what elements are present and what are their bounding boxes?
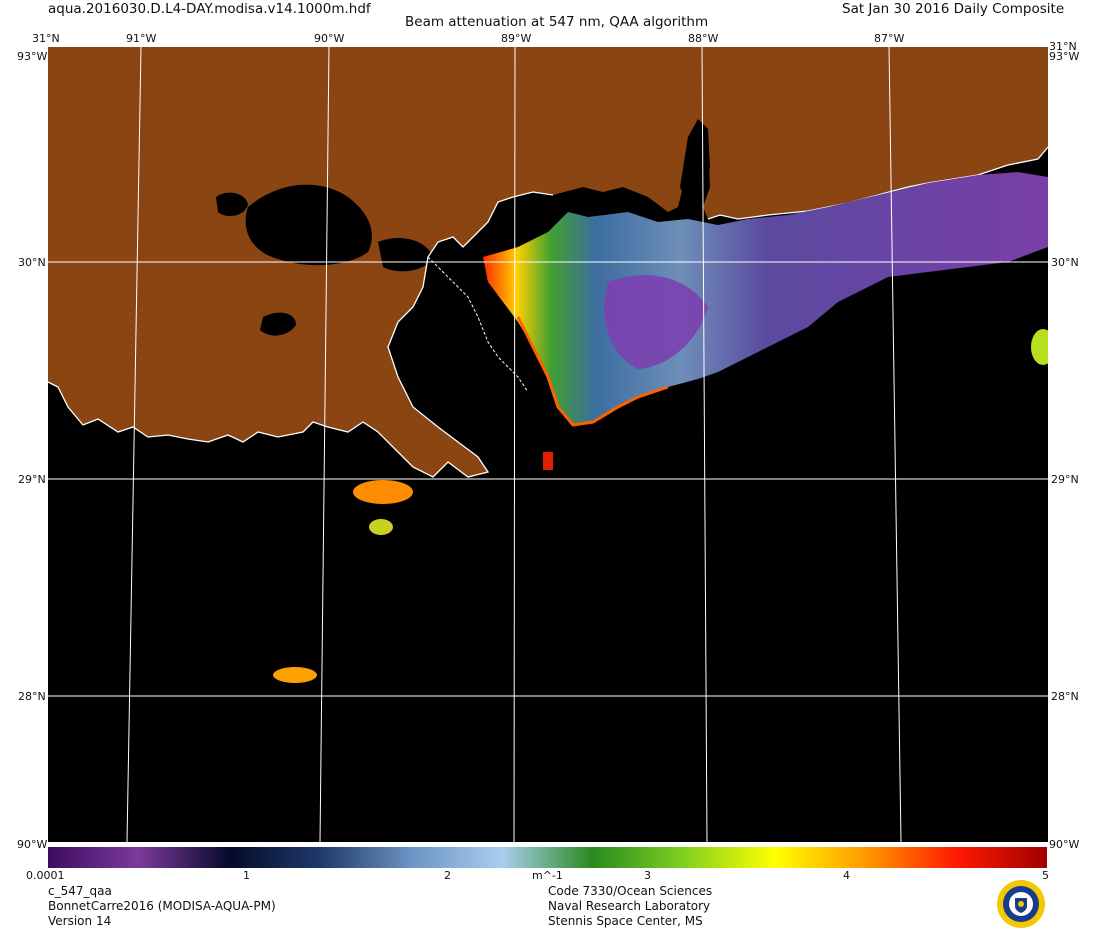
scale-tick-min: 0.0001: [26, 869, 65, 882]
bloom-patch-2: [369, 519, 393, 535]
lon-label-88w: 88°W: [688, 32, 719, 45]
file-name: aqua.2016030.D.L4-DAY.modisa.v14.1000m.h…: [48, 1, 371, 17]
lon-label-bottom-left: 90°W: [17, 838, 48, 851]
bloom-patch-5: [543, 452, 553, 470]
scale-tick-2: 2: [444, 869, 451, 882]
date-label: Sat Jan 30 2016 Daily Composite: [842, 1, 1065, 17]
org-name: Naval Research Laboratory: [548, 899, 711, 913]
land-mass: [48, 47, 1048, 477]
scale-tick-max: 5: [1042, 869, 1049, 882]
lake-borgne: [378, 237, 433, 272]
org-location: Stennis Space Center, MS: [548, 914, 703, 928]
footer-left: c_547_qaa BonnetCarre2016 (MODISA-AQUA-P…: [48, 884, 276, 929]
lat-label-28n-right: 28°N: [1051, 690, 1079, 703]
product-name: c_547_qaa: [48, 884, 112, 898]
lon-label-bottom-right: 90°W: [1049, 838, 1080, 851]
inland-lake: [260, 312, 296, 336]
lat-label-29n-right: 29°N: [1051, 473, 1079, 486]
lon-label-90w: 90°W: [314, 32, 345, 45]
lat-label-30n-left: 30°N: [18, 256, 46, 269]
lon-label-corner-left: 93°W: [17, 50, 48, 63]
plume-front: [516, 316, 669, 427]
scale-tick-4: 4: [843, 869, 850, 882]
org-code: Code 7330/Ocean Sciences: [548, 884, 713, 898]
color-scale-bar: [48, 847, 1047, 868]
bloom-patch-3: [273, 667, 317, 683]
lon-label-87w: 87°W: [874, 32, 905, 45]
scale-tick-1: 1: [243, 869, 250, 882]
lat-label-30n-right: 30°N: [1051, 256, 1079, 269]
lat-label-29n-left: 29°N: [18, 473, 46, 486]
footer-center: Code 7330/Ocean Sciences Naval Research …: [548, 884, 712, 929]
bloom-patch-4: [1031, 329, 1048, 365]
lake-pontchartrain: [245, 184, 372, 266]
lat-label-top-right: 31°N: [1049, 40, 1077, 53]
version-label: Version 14: [48, 914, 112, 928]
nrl-seal-logo: [997, 880, 1045, 928]
dataset-name: BonnetCarre2016 (MODISA-AQUA-PM): [48, 899, 276, 913]
graticule: [48, 47, 1048, 842]
scale-tick-3: 3: [644, 869, 651, 882]
river-plume: [483, 172, 1048, 425]
lon-label-91w: 91°W: [126, 32, 157, 45]
lat-label-top-left: 31°N: [32, 32, 60, 45]
map-title: Beam attenuation at 547 nm, QAA algorith…: [405, 14, 709, 30]
satellite-map: [48, 47, 1048, 842]
bloom-patch-1: [353, 480, 413, 504]
lon-label-corner-right: 93°W: [1049, 50, 1080, 63]
plume-purple-core: [604, 275, 708, 369]
lake-maurepas: [216, 192, 248, 217]
lon-label-89w: 89°W: [501, 32, 532, 45]
lat-label-28n-left: 28°N: [18, 690, 46, 703]
scale-unit: m^-1: [532, 869, 563, 882]
